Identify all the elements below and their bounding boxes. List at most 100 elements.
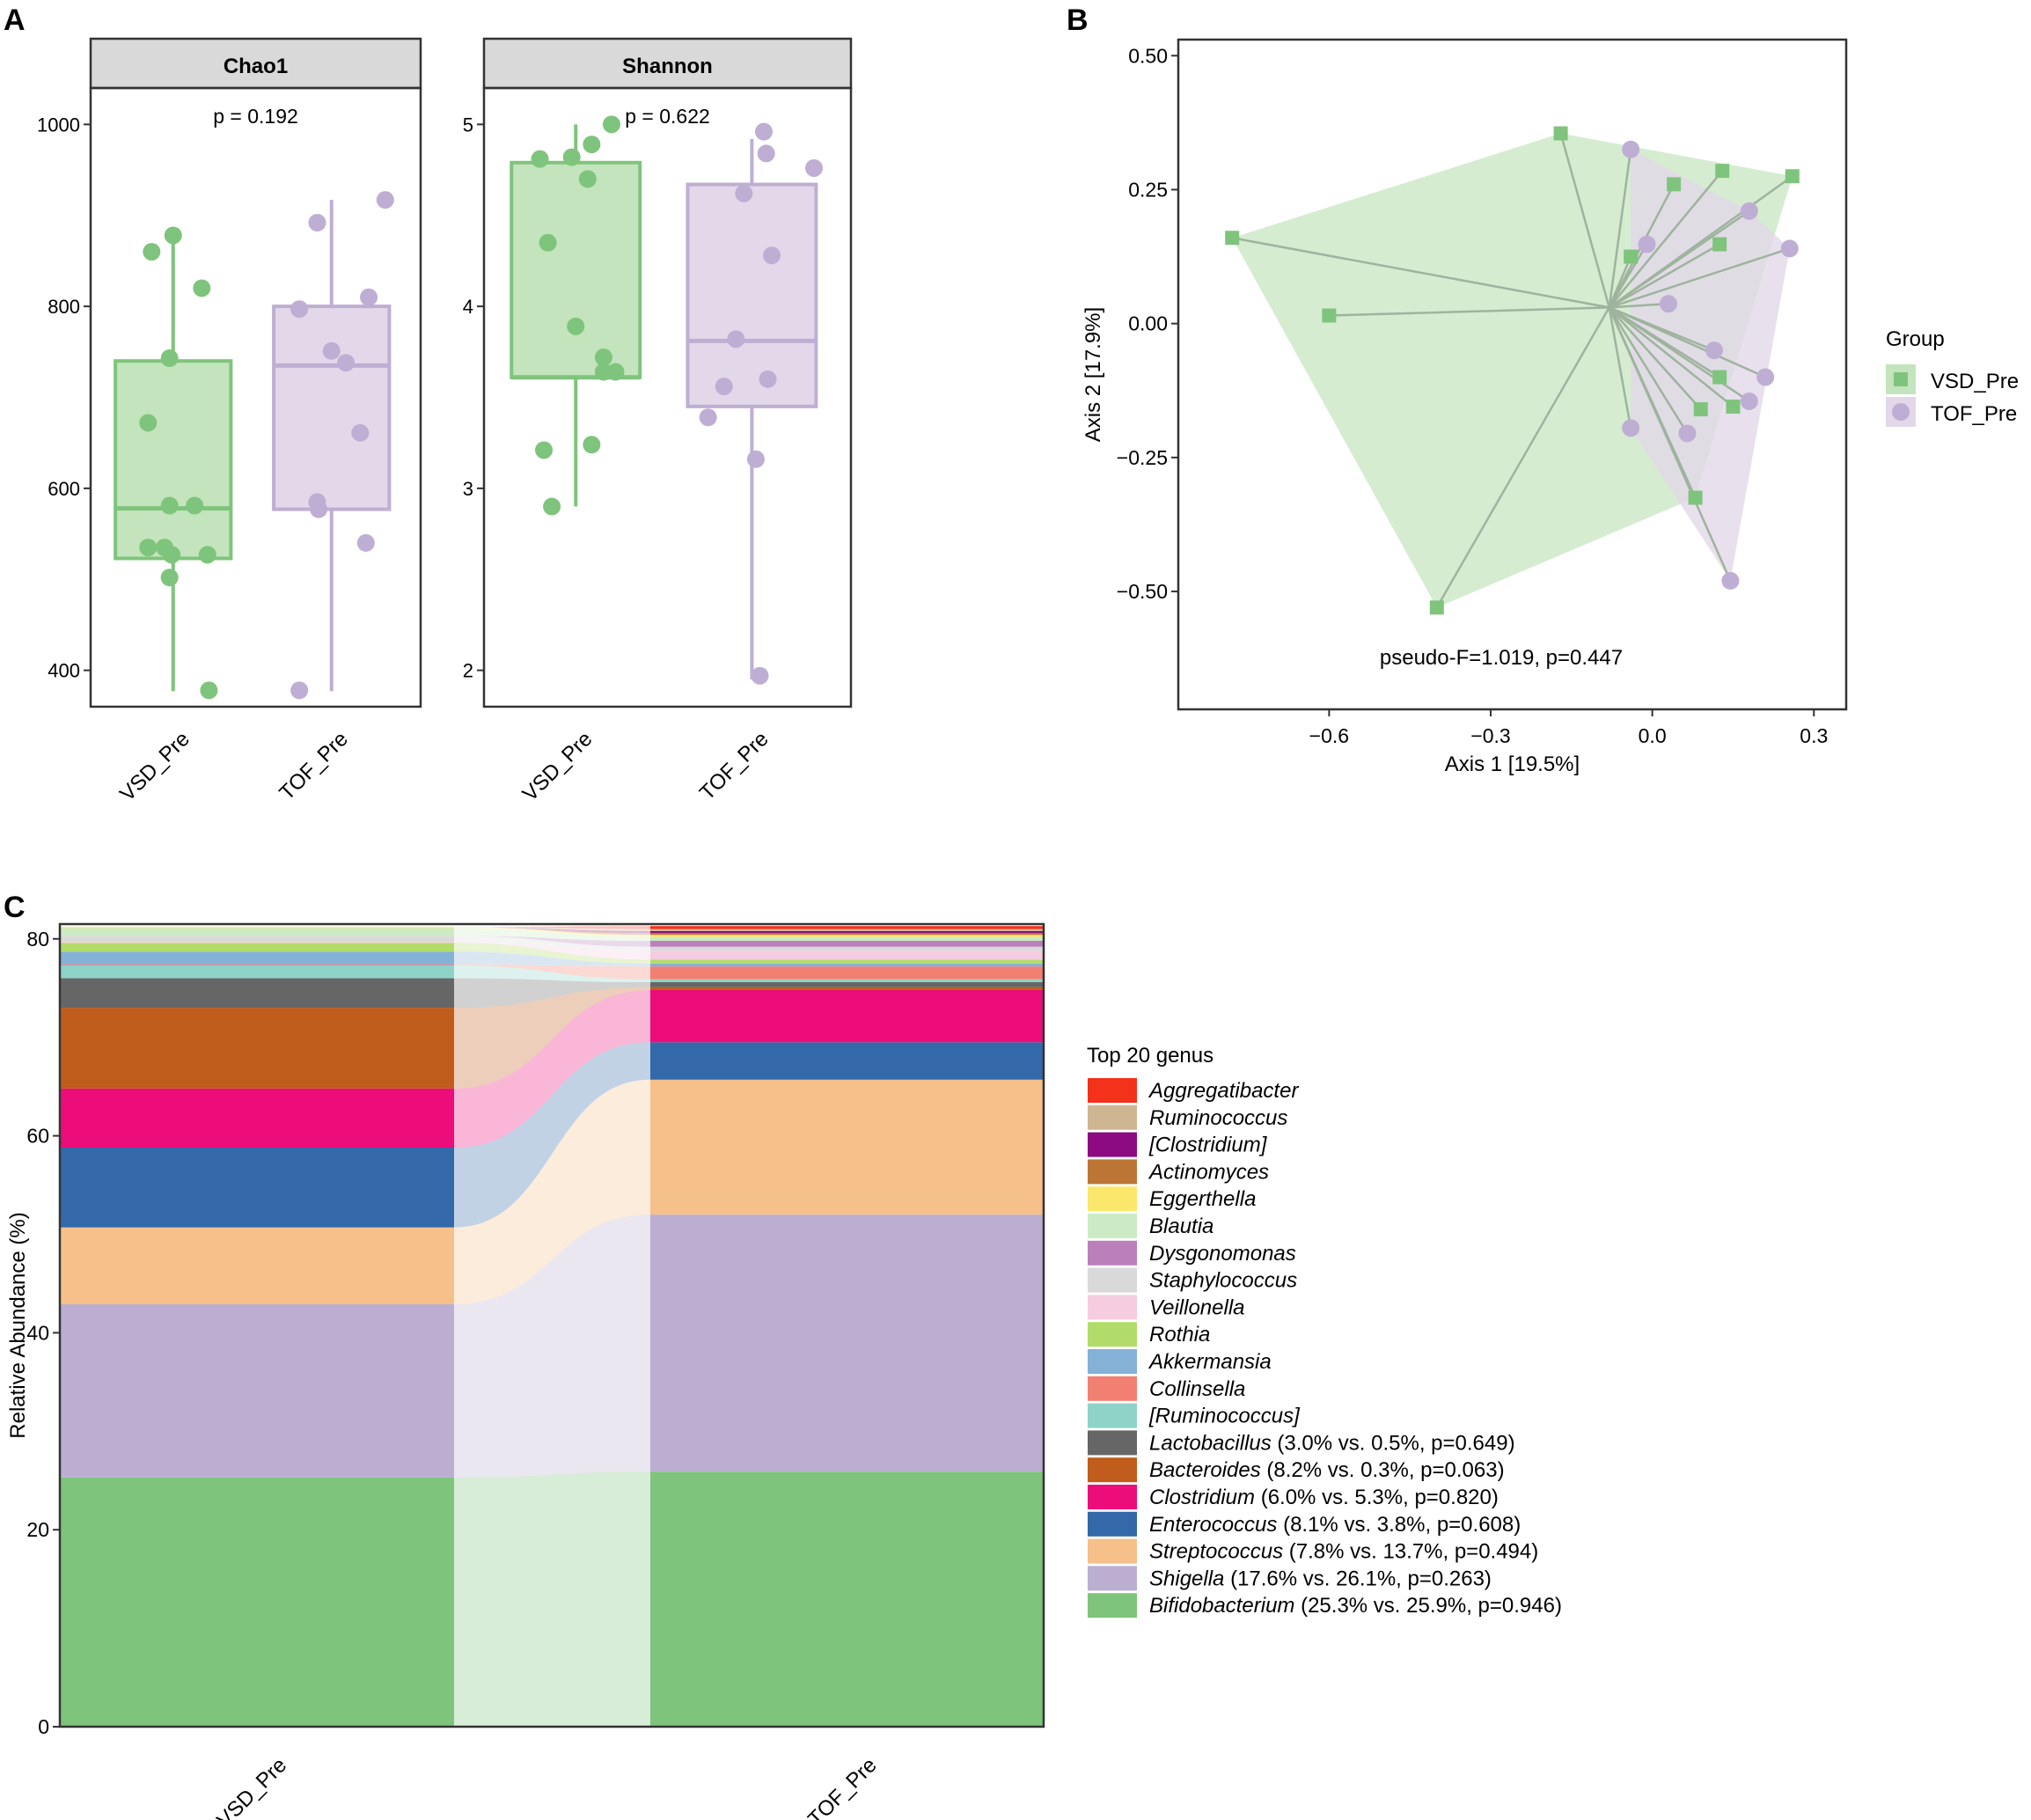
x-tick-label: TOF_Pre <box>695 727 774 805</box>
legend-genus: Dysgonomonas <box>1149 1242 1296 1266</box>
spider-line <box>1559 133 1610 308</box>
y-tick-label: 400 <box>48 660 80 682</box>
y-tick-label: 3 <box>463 478 473 500</box>
segment-Bacteroides <box>60 1008 454 1089</box>
legend-stat: (8.2% vs. 0.3%, p=0.063) <box>1261 1458 1505 1482</box>
legend-title: Group <box>1886 327 1945 351</box>
legend-genus: Veillonella <box>1149 1295 1245 1319</box>
spider-line <box>1608 170 1724 309</box>
segment-Shigella <box>60 1303 454 1478</box>
data-point <box>759 370 777 388</box>
legend-stat: (6.0% vs. 5.3%, p=0.820) <box>1255 1486 1499 1509</box>
pcoa-legend: Group VSD_Pre TOF_Pre <box>1886 327 2019 427</box>
y-axis-label: Relative Abundance (%) <box>6 1212 30 1438</box>
y-axis-label: Axis 2 [17.9%] <box>1081 307 1105 442</box>
legend-genus: Blautia <box>1149 1215 1213 1238</box>
point-VSD_Pre <box>1688 490 1703 505</box>
y-tick-label: 40 <box>26 1321 49 1344</box>
segment-Collinsella <box>650 966 1044 980</box>
segment-[Clostridium] <box>650 930 1044 934</box>
spider-line <box>1435 306 1610 608</box>
spider-line <box>1608 306 1734 408</box>
y-tick-label: 5 <box>463 114 473 136</box>
legend-genus: Clostridium <box>1149 1486 1255 1509</box>
segment-Akkermansia <box>60 951 454 965</box>
data-point <box>562 148 581 166</box>
legend-entry: Bacteroides (8.2% vs. 0.3%, p=0.063) <box>1149 1458 1505 1482</box>
point-VSD_Pre <box>1785 169 1800 184</box>
legend-entry: [Clostridium] <box>1148 1134 1268 1157</box>
box-iqr <box>686 182 818 408</box>
spider-line <box>1608 209 1750 309</box>
spider-line <box>1608 243 1648 309</box>
segment-Blautia <box>60 928 454 936</box>
legend-genus: Bacteroides <box>1149 1458 1261 1482</box>
panel-label-a: A <box>4 4 26 37</box>
data-point <box>602 115 620 134</box>
data-point <box>763 246 781 265</box>
spider-line <box>1609 306 1766 378</box>
x-tick-label: 0.0 <box>1639 724 1667 747</box>
spider-line <box>1608 256 1632 308</box>
y-tick-label: 20 <box>26 1518 49 1541</box>
data-point <box>804 158 823 177</box>
legend-key-Rothia <box>1088 1322 1137 1347</box>
legend-stat: (25.3% vs. 25.9%, p=0.946) <box>1294 1594 1562 1618</box>
flow-[Clostridium] <box>454 927 650 934</box>
legend-key-Aggregatibacter <box>1088 1078 1137 1103</box>
legend-key-Akkermansia <box>1088 1349 1137 1374</box>
y-tick-label: 80 <box>26 928 49 950</box>
legend-key-Collinsella <box>1088 1376 1137 1401</box>
data-point <box>290 300 309 319</box>
legend-genus: Shigella <box>1149 1567 1224 1590</box>
point-TOF_Pre <box>1721 571 1740 590</box>
legend-key-Blautia <box>1088 1214 1137 1238</box>
box-iqr <box>272 305 392 511</box>
box-VSD_Pre <box>114 235 233 692</box>
legend-key-Clostridium <box>1088 1485 1137 1509</box>
segment-Enterococcus <box>650 1042 1044 1080</box>
point-VSD_Pre <box>1726 400 1741 415</box>
y-tick-label: 0 <box>38 1715 49 1738</box>
segment-Veillonella <box>650 950 1044 960</box>
flow-Lactobacillus <box>454 978 650 1009</box>
genus-legend: Top 20 genus Aggregatibacter Ruminococcus [… <box>1087 1044 1562 1618</box>
legend-key-Bacteroides <box>1088 1457 1137 1483</box>
data-point <box>727 330 745 349</box>
point-VSD_Pre <box>1553 126 1568 141</box>
legend-key-Enterococcus <box>1088 1511 1137 1537</box>
data-point <box>322 341 341 360</box>
y-tick-label: 0.50 <box>1128 44 1168 67</box>
flow-Collinsella <box>454 964 650 980</box>
point-TOF_Pre <box>1740 202 1758 220</box>
segment-Ruminococcus <box>650 928 1044 931</box>
spider-line <box>1609 302 1669 309</box>
segment-Rothia <box>60 943 454 952</box>
data-point <box>193 279 211 297</box>
legend-entry: Blautia <box>1149 1215 1213 1238</box>
point-VSD_Pre <box>1429 600 1444 615</box>
flow-Enterococcus <box>454 1042 650 1228</box>
flow-Aggregatibacter <box>454 926 650 929</box>
flow-Veillonella <box>454 942 650 960</box>
point-VSD_Pre <box>1693 402 1708 417</box>
legend-key-Shigella <box>1088 1566 1137 1591</box>
point-TOF_Pre <box>1622 419 1640 437</box>
segment-Rothia <box>650 959 1044 964</box>
y-tick-label: 800 <box>48 296 80 318</box>
data-point <box>360 288 378 306</box>
point-VSD_Pre <box>1712 237 1727 252</box>
data-point <box>735 184 753 202</box>
legend-genus: Streptococcus <box>1149 1540 1283 1564</box>
data-point <box>164 226 182 245</box>
point-TOF_Pre <box>1660 295 1678 313</box>
segment-Blautia <box>650 936 1044 942</box>
y-tick-label: −0.25 <box>1117 446 1168 469</box>
data-point <box>543 497 561 516</box>
legend-entry: Eggerthella <box>1149 1187 1256 1211</box>
shannon-boxplot: Shannon 2 3 4 5 p = 0.622 VSD_Pre TOF_Pre <box>463 37 853 806</box>
box-iqr <box>510 160 642 379</box>
flow-[Ruminococcus] <box>454 965 650 983</box>
x-tick-label: −0.6 <box>1309 724 1349 747</box>
legend-key-Ruminococcus <box>1088 1104 1137 1130</box>
